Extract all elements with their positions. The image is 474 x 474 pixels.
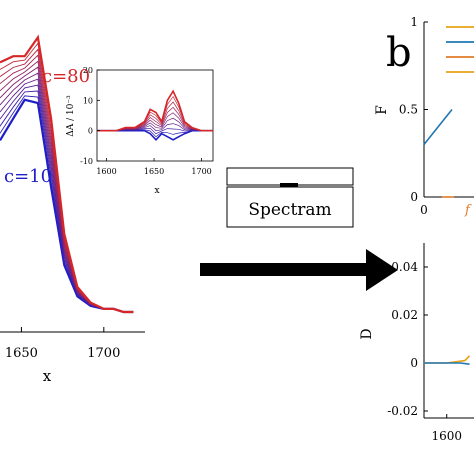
inset-y-tick-label: -10 <box>80 157 93 166</box>
inset-x-tick-label: 1650 <box>144 167 164 176</box>
b-top-x-ticks: 0 <box>420 203 428 217</box>
b-top-lines <box>423 109 454 198</box>
main-spectra-chart: 1650 1700 x c=80 c=10 <box>0 34 145 385</box>
inset-line <box>97 123 213 132</box>
inset-line <box>97 89 213 132</box>
b-top-line <box>423 109 453 145</box>
b-top-partial-label: f <box>464 203 472 218</box>
inset-x-label: x <box>154 186 159 196</box>
b-top-y-ticks: 10.50 <box>399 15 428 204</box>
main-x-label: x <box>43 367 52 385</box>
b-bottom-y-tick-label: -0.02 <box>387 404 418 418</box>
inset-line <box>97 129 213 141</box>
inset-difference-chart: 20 10 0 -10 1600 1650 1700 ΔA / 10⁻³ x <box>66 66 214 196</box>
b-bottom-line <box>424 362 470 365</box>
main-x-tick-label: 1700 <box>87 346 120 361</box>
inset-line <box>97 112 213 132</box>
b-bottom-y-ticks: 0.04 0.02 0 -0.02 <box>387 260 428 418</box>
inset-y-ticks: 20 10 0 -10 <box>80 66 100 166</box>
b-bottom-lines <box>424 355 471 365</box>
spectram-instrument: Spectram <box>226 167 354 228</box>
b-bottom-y-label: D <box>359 328 375 339</box>
instrument-lid <box>226 167 354 186</box>
inset-y-tick-label: 10 <box>83 96 93 105</box>
inset-lines <box>97 89 213 141</box>
b-bottom-line <box>424 355 471 364</box>
panel-b-bottom-chart: 0.04 0.02 0 -0.02 1600 D <box>359 243 474 443</box>
process-arrow <box>200 249 398 291</box>
instrument-label: Spectram <box>248 200 331 220</box>
b-bottom-y-tick-label: 0.04 <box>391 260 418 274</box>
inset-x-tick-label: 1600 <box>96 167 116 176</box>
instrument-slot <box>280 183 298 188</box>
spectrum-line <box>0 34 134 314</box>
main-x-ticks: 1650 1700 <box>5 327 120 361</box>
b-top-y-tick-label: 0 <box>410 190 418 204</box>
b-bottom-y-tick-label: 0.02 <box>391 308 418 322</box>
instrument-body <box>226 186 354 228</box>
b-top-legend <box>446 26 474 73</box>
b-bottom-y-tick-label: 0 <box>410 356 418 370</box>
inset-y-label: ΔA / 10⁻³ <box>66 95 76 137</box>
inset-y-tick-label: 0 <box>88 127 93 136</box>
b-bottom-x-tick-label: 1600 <box>431 429 462 443</box>
main-spectra-lines <box>0 34 134 314</box>
inset-x-ticks: 1600 1650 1700 <box>96 158 212 176</box>
arrow-icon <box>200 249 398 291</box>
inset-x-tick-label: 1700 <box>191 167 211 176</box>
series-label-c10: c=10 <box>4 166 52 187</box>
b-top-x-tick-label: 0 <box>420 203 428 217</box>
panel-b-top-chart: 10.50 0 F f <box>374 15 474 218</box>
b-top-y-tick-label: 1 <box>410 15 418 29</box>
series-label-c80: c=80 <box>42 66 90 87</box>
inset-frame <box>96 69 214 162</box>
b-top-y-label: F <box>374 105 390 115</box>
inset-y-tick-label: 20 <box>83 66 93 75</box>
main-x-tick-label: 1650 <box>5 346 38 361</box>
panel-b-label: b <box>386 30 412 76</box>
b-top-y-tick-label: 0.5 <box>399 103 418 117</box>
b-bottom-x-ticks: 1600 <box>431 414 462 443</box>
